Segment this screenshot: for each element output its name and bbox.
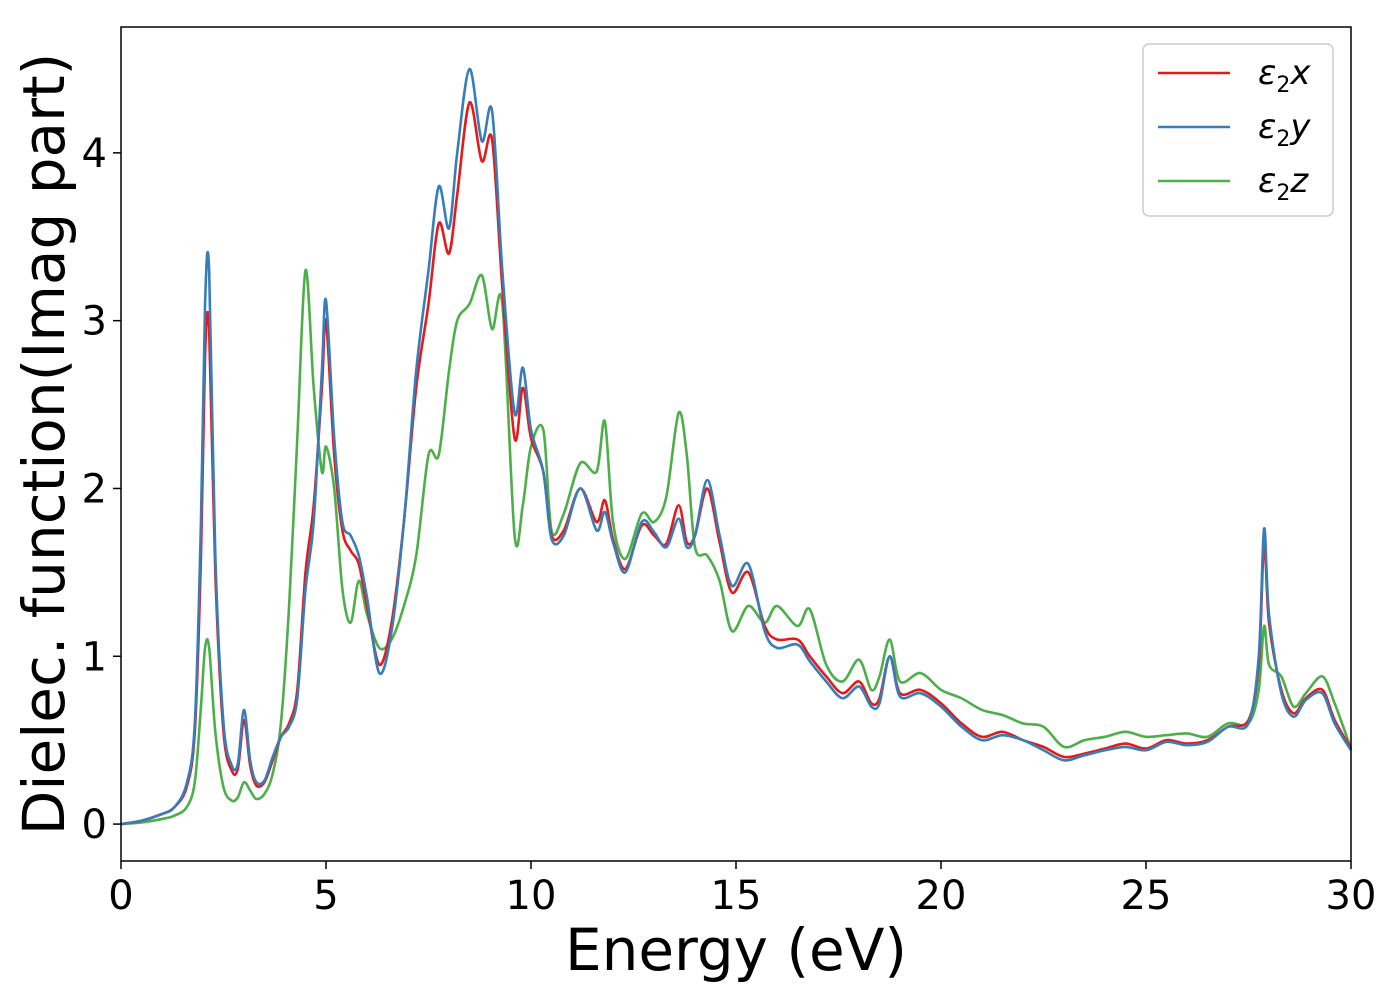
- series-line-x: [120, 101, 1353, 826]
- legend: ε2x ε2y ε2z: [1142, 43, 1334, 217]
- legend-label-x: ε2x: [1258, 53, 1311, 98]
- x-tick-label: 10: [506, 873, 557, 919]
- y-tick-label: 1: [82, 634, 107, 680]
- x-tick-label: 0: [108, 873, 133, 919]
- y-tick-label: 2: [82, 466, 107, 512]
- series-line-y: [120, 67, 1353, 826]
- x-axis-label: Energy (eV): [565, 916, 907, 984]
- x-tick-label: 20: [916, 873, 967, 919]
- x-axis-ticks: 0 5 10 15 20 25 30: [108, 861, 1376, 919]
- series-line-z: [120, 268, 1353, 826]
- x-tick-label: 25: [1121, 873, 1172, 919]
- legend-label-y: ε2y: [1258, 107, 1311, 152]
- y-axis-ticks: 0 1 2 3 4: [82, 131, 121, 848]
- x-tick-label: 5: [313, 873, 338, 919]
- y-tick-label: 4: [82, 131, 107, 177]
- x-tick-label: 15: [711, 873, 762, 919]
- legend-box: [1142, 43, 1334, 217]
- series-layer: [120, 67, 1353, 826]
- y-axis-label: Dielec. function(Imag part): [10, 53, 78, 836]
- legend-label-z: ε2z: [1258, 161, 1309, 206]
- y-tick-label: 3: [82, 299, 107, 345]
- y-tick-label: 0: [82, 802, 107, 848]
- x-tick-label: 30: [1326, 873, 1377, 919]
